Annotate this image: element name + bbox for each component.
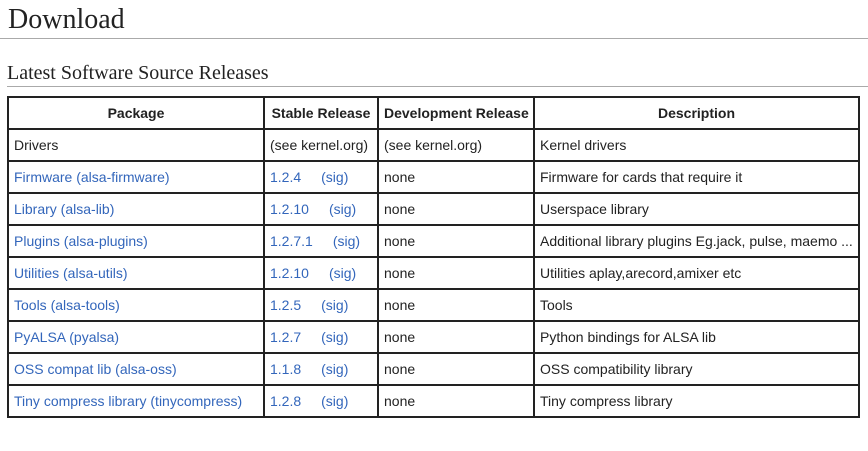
package-cell: Firmware (alsa-firmware) xyxy=(7,160,265,194)
package-link[interactable]: Firmware (alsa-firmware) xyxy=(14,169,170,185)
releases-table: Package Stable Release Development Release… xyxy=(7,96,860,418)
sig-link[interactable]: (sig) xyxy=(321,361,349,377)
version-link[interactable]: 1.2.4 xyxy=(270,169,302,185)
package-link[interactable]: Utilities (alsa-utils) xyxy=(14,265,128,281)
package-cell: OSS compat lib (alsa-oss) xyxy=(7,352,265,386)
description-cell: Kernel drivers xyxy=(533,128,860,162)
sig-link[interactable]: (sig) xyxy=(328,265,357,281)
package-link[interactable]: Tools (alsa-tools) xyxy=(14,297,120,313)
column-header: Package xyxy=(7,96,265,130)
development-cell: none xyxy=(377,192,535,226)
development-cell: none xyxy=(377,160,535,194)
development-cell: none xyxy=(377,224,535,258)
sig-link[interactable]: (sig) xyxy=(328,201,357,217)
package-text: Drivers xyxy=(14,137,59,153)
development-cell: none xyxy=(377,384,535,418)
sig-link[interactable]: (sig) xyxy=(332,233,361,249)
table-row: Firmware (alsa-firmware) 1.2.4 (sig) none Fi… xyxy=(7,160,860,194)
package-cell: Tools (alsa-tools) xyxy=(7,288,265,322)
column-header: Stable Release xyxy=(263,96,379,130)
development-cell: (see kernel.org) xyxy=(377,128,535,162)
stable-cell: 1.2.4 (sig) xyxy=(263,160,379,194)
table-row: Utilities (alsa-utils) 1.2.10 (sig) none Uti… xyxy=(7,256,860,290)
package-link[interactable]: OSS compat lib (alsa-oss) xyxy=(14,361,177,377)
description-cell: Utilities aplay,arecord,amixer etc xyxy=(533,256,860,290)
package-cell: Plugins (alsa-plugins) xyxy=(7,224,265,258)
table-row: Tiny compress library (tinycompress) 1.2.… xyxy=(7,384,860,418)
development-cell: none xyxy=(377,288,535,322)
development-cell: none xyxy=(377,256,535,290)
development-cell: none xyxy=(377,352,535,386)
table-row: Library (alsa-lib) 1.2.10 (sig) none Userspa… xyxy=(7,192,860,226)
sig-link[interactable]: (sig) xyxy=(321,297,349,313)
package-link[interactable]: Plugins (alsa-plugins) xyxy=(14,233,148,249)
table-row: Plugins (alsa-plugins) 1.2.7.1 (sig) none Ad… xyxy=(7,224,860,258)
stable-cell: 1.1.8 (sig) xyxy=(263,352,379,386)
stable-cell: 1.2.7.1 (sig) xyxy=(263,224,379,258)
description-cell: Userspace library xyxy=(533,192,860,226)
stable-cell: 1.2.10 (sig) xyxy=(263,192,379,226)
stable-cell: (see kernel.org) xyxy=(263,128,379,162)
package-link[interactable]: Tiny compress library (tinycompress) xyxy=(14,393,243,409)
description-cell: Additional library plugins Eg.jack, puls… xyxy=(533,224,860,258)
package-cell: PyALSA (pyalsa) xyxy=(7,320,265,354)
development-cell: none xyxy=(377,320,535,354)
column-header: Development Release xyxy=(377,96,535,130)
version-link[interactable]: 1.2.5 xyxy=(270,297,302,313)
package-cell: Library (alsa-lib) xyxy=(7,192,265,226)
table-row: Drivers (see kernel.org) (see kernel.org) K… xyxy=(7,128,860,162)
section-title: Latest Software Source Releases xyxy=(7,59,868,87)
header-row: Package Stable Release Development Release… xyxy=(7,96,860,130)
table-body: Drivers (see kernel.org) (see kernel.org) K… xyxy=(7,128,860,418)
table-row: Tools (alsa-tools) 1.2.5 (sig) none Tools xyxy=(7,288,860,322)
description-cell: Firmware for cards that require it xyxy=(533,160,860,194)
description-cell: OSS compatibility library xyxy=(533,352,860,386)
version-link[interactable]: 1.2.7 xyxy=(270,329,302,345)
table-row: PyALSA (pyalsa) 1.2.7 (sig) none Python bind… xyxy=(7,320,860,354)
package-cell: Tiny compress library (tinycompress) xyxy=(7,384,265,418)
package-cell: Drivers xyxy=(7,128,265,162)
version-link[interactable]: 1.2.7.1 xyxy=(270,233,313,249)
package-link[interactable]: PyALSA (pyalsa) xyxy=(14,329,120,345)
description-cell: Python bindings for ALSA lib xyxy=(533,320,860,354)
version-link[interactable]: 1.2.8 xyxy=(270,393,302,409)
sig-link[interactable]: (sig) xyxy=(321,329,349,345)
stable-cell: 1.2.10 (sig) xyxy=(263,256,379,290)
version-link[interactable]: 1.2.10 xyxy=(270,265,309,281)
description-cell: Tiny compress library xyxy=(533,384,860,418)
stable-text: (see kernel.org) xyxy=(270,137,369,153)
description-cell: Tools xyxy=(533,288,860,322)
version-link[interactable]: 1.2.10 xyxy=(270,201,309,217)
table-row: OSS compat lib (alsa-oss) 1.1.8 (sig) none O… xyxy=(7,352,860,386)
sig-link[interactable]: (sig) xyxy=(321,169,349,185)
sig-link[interactable]: (sig) xyxy=(321,393,349,409)
version-link[interactable]: 1.1.8 xyxy=(270,361,302,377)
stable-cell: 1.2.5 (sig) xyxy=(263,288,379,322)
column-header: Description xyxy=(533,96,860,130)
page-title: Download xyxy=(0,0,868,39)
stable-cell: 1.2.8 (sig) xyxy=(263,384,379,418)
stable-cell: 1.2.7 (sig) xyxy=(263,320,379,354)
package-cell: Utilities (alsa-utils) xyxy=(7,256,265,290)
package-link[interactable]: Library (alsa-lib) xyxy=(14,201,115,217)
